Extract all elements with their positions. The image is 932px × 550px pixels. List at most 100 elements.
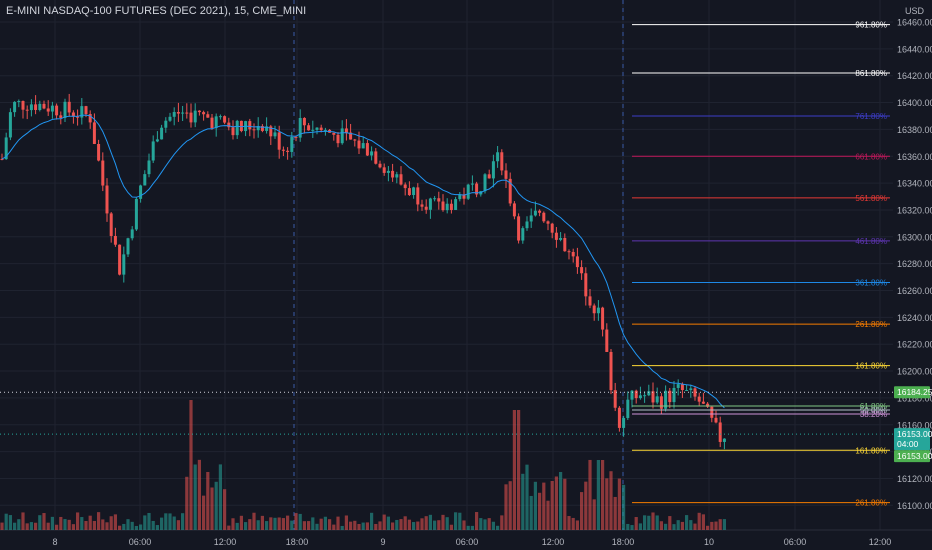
volume-bar xyxy=(580,492,584,530)
candle-body xyxy=(584,273,588,297)
volume-bar xyxy=(50,516,54,530)
candle-body xyxy=(294,136,298,138)
candle-body xyxy=(315,127,319,130)
volume-bar xyxy=(315,523,319,530)
candle-body xyxy=(462,194,466,199)
candle-body xyxy=(349,132,353,140)
volume-bar xyxy=(332,524,336,530)
candle-body xyxy=(370,151,374,156)
current-price-tag-text: 16153.00 xyxy=(897,429,932,439)
candle-body xyxy=(176,112,180,114)
candle-body xyxy=(25,109,29,111)
candle-body xyxy=(122,254,126,275)
candle-body xyxy=(17,100,21,102)
volume-bar xyxy=(370,512,374,530)
candle-body xyxy=(147,160,151,175)
candle-body xyxy=(454,199,458,210)
candle-body xyxy=(143,174,147,186)
y-axis-tick-label: 16260.00 xyxy=(897,286,932,296)
candle-body xyxy=(332,132,336,135)
candle-body xyxy=(458,194,462,200)
candle-body xyxy=(164,120,168,128)
candle-body xyxy=(697,396,701,402)
volume-bar xyxy=(134,525,138,530)
candle-body xyxy=(290,136,294,152)
candle-body xyxy=(252,129,256,131)
volume-bar xyxy=(336,516,340,530)
candle-body xyxy=(260,126,264,131)
candle-body xyxy=(8,112,12,138)
volume-bar xyxy=(538,492,542,530)
volume-bar xyxy=(496,525,500,530)
candle-body xyxy=(113,235,117,245)
volume-bar xyxy=(290,520,294,530)
volume-bar xyxy=(160,517,164,530)
volume-bar xyxy=(231,518,235,530)
candle-body xyxy=(655,396,659,403)
volume-bar xyxy=(470,525,474,530)
volume-bar xyxy=(668,516,672,530)
candle-body xyxy=(567,251,571,253)
y-axis-tick-label: 16240.00 xyxy=(897,313,932,323)
volume-bar xyxy=(0,522,4,530)
volume-bar xyxy=(659,521,663,530)
volume-bar xyxy=(378,521,382,530)
volume-bar xyxy=(172,516,176,530)
candle-body xyxy=(336,134,340,144)
candle-body xyxy=(491,161,495,179)
candle-body xyxy=(521,228,525,241)
candle-body xyxy=(601,307,605,330)
volume-bar xyxy=(567,516,571,530)
x-axis-tick-label: 12:00 xyxy=(542,537,565,547)
candle-body xyxy=(433,198,437,200)
volume-bar xyxy=(651,512,655,530)
candle-body xyxy=(214,116,218,129)
candle-body xyxy=(428,198,432,210)
candle-body xyxy=(416,187,420,205)
candle-body xyxy=(323,129,327,131)
volume-bar xyxy=(571,517,575,530)
volume-bar xyxy=(664,523,668,530)
candle-body xyxy=(676,384,680,388)
volume-bar xyxy=(382,514,386,530)
volume-bar xyxy=(588,459,592,530)
x-axis-tick-label: 9 xyxy=(380,537,385,547)
volume-bar xyxy=(88,515,92,530)
volume-bar xyxy=(260,515,264,530)
volume-bar xyxy=(445,517,449,530)
candle-body xyxy=(63,101,67,118)
candle-body xyxy=(134,198,138,230)
fib-level-label: 961.80% xyxy=(855,21,887,30)
candle-body xyxy=(714,417,718,423)
y-axis-tick-label: 16460.00 xyxy=(897,18,932,28)
volume-bar xyxy=(449,524,453,530)
volume-bar xyxy=(143,515,147,530)
candle-body xyxy=(378,163,382,168)
volume-bar xyxy=(307,521,311,530)
candle-body xyxy=(92,122,96,144)
candle-body xyxy=(298,117,302,138)
candle-body xyxy=(386,170,390,173)
candle-body xyxy=(424,206,428,210)
candle-body xyxy=(181,112,185,114)
candle-body xyxy=(206,114,210,118)
y-axis-tick-label: 16300.00 xyxy=(897,232,932,242)
candle-body xyxy=(344,128,348,133)
volume-bar xyxy=(550,480,554,530)
volume-bar xyxy=(67,519,71,530)
candle-body xyxy=(722,438,726,442)
volume-bar xyxy=(17,519,21,530)
volume-bar xyxy=(592,499,596,530)
volume-bar xyxy=(109,516,113,530)
candle-body xyxy=(0,158,4,160)
fib-level-label: 661.80% xyxy=(855,152,887,161)
volume-bar xyxy=(601,460,605,530)
candle-body xyxy=(550,223,554,233)
volume-bar xyxy=(181,513,185,530)
volume-bar xyxy=(722,519,726,530)
volume-bar xyxy=(147,512,151,530)
volume-bar xyxy=(596,460,600,530)
candle-body xyxy=(395,174,399,178)
volume-bar xyxy=(479,518,483,530)
